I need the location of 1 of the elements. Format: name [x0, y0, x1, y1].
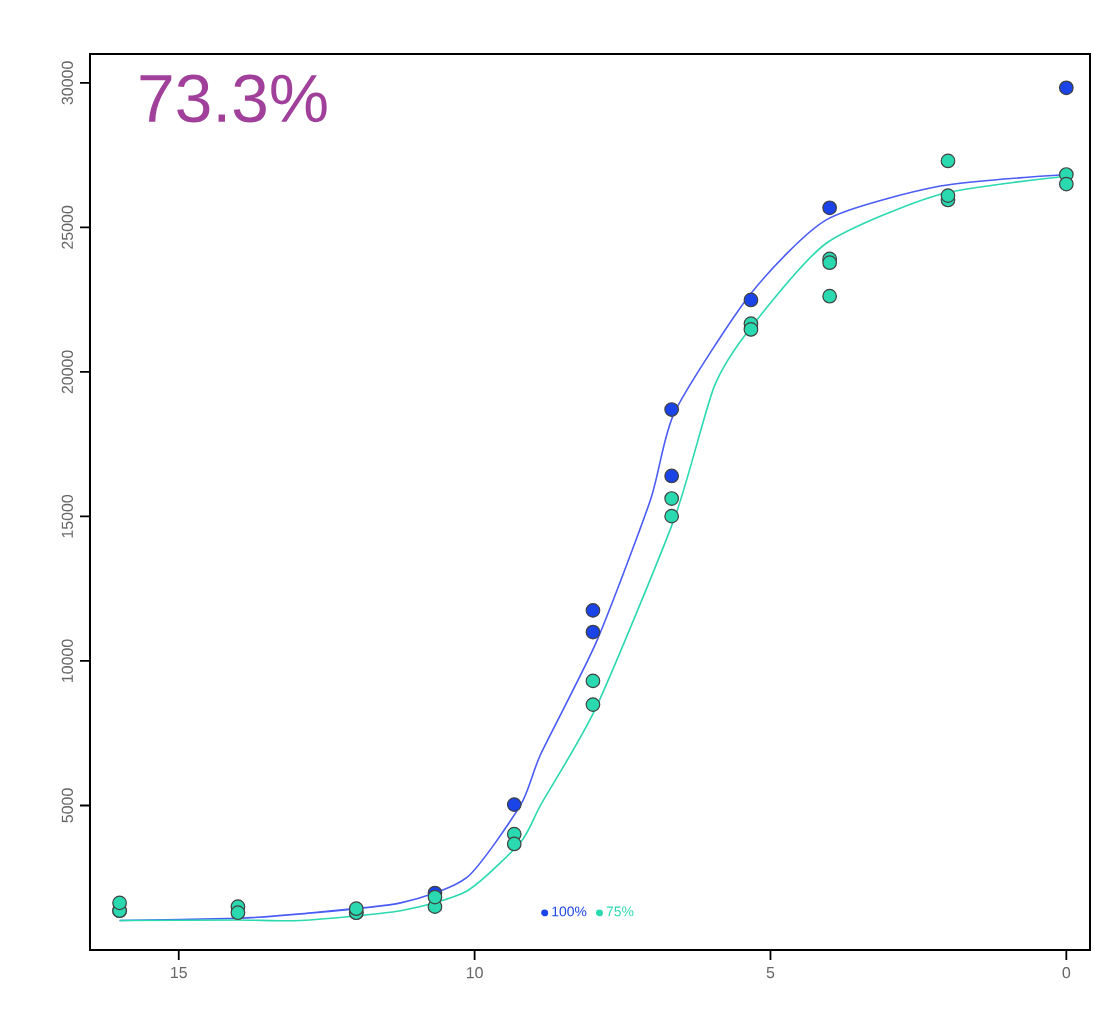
annotation: 73.3% [140, 74, 327, 123]
